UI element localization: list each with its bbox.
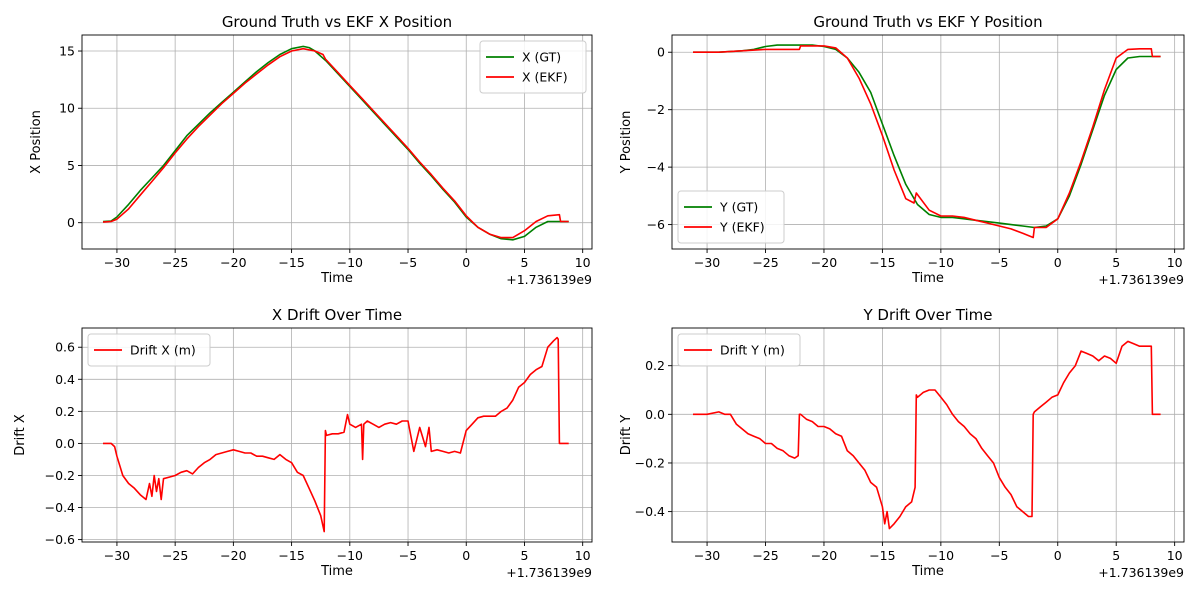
y-tick-label: 0.6 xyxy=(55,340,75,355)
x-tick-label: −25 xyxy=(752,255,778,270)
x-tick-label: 5 xyxy=(520,255,528,270)
series-line-1 xyxy=(693,44,1161,229)
chart-panel-3: −30 −25 −20 −15 −10 −5 0 5 10 −0.6 −0.4 −0.2 0.0 0.2 0… xyxy=(13,306,593,580)
series-line-2 xyxy=(693,45,1161,239)
y-axis-label: Drift X xyxy=(13,414,28,456)
x-tick-label: −25 xyxy=(162,548,188,563)
legend-label: Y (GT) xyxy=(719,200,758,215)
series-line-1 xyxy=(103,336,569,533)
x-tick-label: −15 xyxy=(278,548,304,563)
y-tick-label: 5 xyxy=(67,158,75,173)
x-tick-label: −30 xyxy=(104,548,130,563)
legend: X (GT) X (EKF) xyxy=(479,40,587,94)
y-tick-label: 0.4 xyxy=(55,372,75,387)
y-tick-label: −0.4 xyxy=(45,500,75,515)
x-offset-text: +1.736139e9 xyxy=(1098,565,1184,580)
x-tick-label: −10 xyxy=(928,255,954,270)
y-tick-label: 0.0 xyxy=(55,436,75,451)
legend-label: X (EKF) xyxy=(522,70,568,85)
chart-title: Y Drift Over Time xyxy=(862,306,992,324)
legend-box xyxy=(677,190,785,244)
axes-frame xyxy=(81,327,593,543)
y-tick-label: 0.2 xyxy=(55,404,75,419)
y-tick-label: −0.4 xyxy=(635,504,665,519)
y-tick-label: −0.2 xyxy=(45,468,75,483)
y-tick-label: −4 xyxy=(647,160,665,175)
chart-title: Ground Truth vs EKF Y Position xyxy=(813,13,1042,31)
y-tick-label: −0.6 xyxy=(45,532,75,547)
x-tick-label: −30 xyxy=(694,255,720,270)
chart-panel-1: −30 −25 −20 −15 −10 −5 0 5 10 0 5 10 15 Ground Truth … xyxy=(29,13,593,287)
x-tick-label: −5 xyxy=(990,255,1008,270)
x-axis-label: Time xyxy=(911,564,944,579)
axes-frame xyxy=(81,34,593,250)
y-tick-label: 15 xyxy=(59,44,75,59)
x-axis-label: Time xyxy=(320,271,353,286)
y-tick-label: 0.2 xyxy=(645,358,665,373)
x-tick-label: −30 xyxy=(104,255,130,270)
y-tick-label: −2 xyxy=(647,102,665,117)
y-tick-label: 0 xyxy=(67,215,75,230)
y-tick-label: −6 xyxy=(647,217,665,232)
legend: Drift Y (m) xyxy=(677,333,801,367)
legend: Drift X (m) xyxy=(87,333,211,367)
y-tick-label: −0.2 xyxy=(635,455,665,470)
chart-panel-4: −30 −25 −20 −15 −10 −5 0 5 10 −0.4 −0.2 0.0 0.2 Y Dri… xyxy=(619,306,1185,580)
y-tick-label: 0.0 xyxy=(645,407,665,422)
y-axis-label: Drift Y xyxy=(619,415,634,456)
x-tick-label: −25 xyxy=(162,255,188,270)
x-tick-label: −20 xyxy=(220,255,246,270)
x-tick-label: −15 xyxy=(869,255,895,270)
x-tick-label: 10 xyxy=(575,255,591,270)
x-tick-label: 0 xyxy=(1054,255,1062,270)
axes-frame xyxy=(671,327,1185,543)
x-offset-text: +1.736139e9 xyxy=(1098,272,1184,287)
x-tick-label: −25 xyxy=(752,548,778,563)
x-tick-label: 5 xyxy=(1112,255,1120,270)
series-line-1 xyxy=(693,340,1161,530)
x-offset-text: +1.736139e9 xyxy=(506,272,592,287)
x-tick-label: −5 xyxy=(990,548,1008,563)
x-tick-label: 10 xyxy=(1167,255,1183,270)
x-tick-label: −15 xyxy=(278,255,304,270)
chart-title: Ground Truth vs EKF X Position xyxy=(222,13,452,31)
y-tick-label: 10 xyxy=(59,101,75,116)
x-tick-label: 0 xyxy=(462,548,470,563)
legend-box xyxy=(87,333,211,367)
x-tick-label: −10 xyxy=(337,548,363,563)
y-tick-label: 0 xyxy=(657,45,665,60)
x-tick-label: −30 xyxy=(694,548,720,563)
x-tick-label: −10 xyxy=(928,548,954,563)
legend-label: Drift Y (m) xyxy=(720,343,785,358)
x-tick-label: −20 xyxy=(811,255,837,270)
x-tick-label: 5 xyxy=(520,548,528,563)
x-tick-label: −5 xyxy=(399,255,417,270)
chart-title: X Drift Over Time xyxy=(272,306,402,324)
legend-label: Y (EKF) xyxy=(719,220,765,235)
x-tick-label: 0 xyxy=(462,255,470,270)
y-axis-label: X Position xyxy=(29,110,44,174)
legend-label: X (GT) xyxy=(522,50,561,65)
x-offset-text: +1.736139e9 xyxy=(506,565,592,580)
x-tick-label: 10 xyxy=(1167,548,1183,563)
series-line-2 xyxy=(102,47,569,239)
legend: Y (GT) Y (EKF) xyxy=(677,190,785,244)
legend-label: Drift X (m) xyxy=(130,343,196,358)
x-tick-label: −10 xyxy=(337,255,363,270)
x-axis-label: Time xyxy=(320,564,353,579)
x-axis-label: Time xyxy=(911,271,944,286)
x-tick-label: 0 xyxy=(1054,548,1062,563)
legend-box xyxy=(479,40,587,94)
x-tick-label: −20 xyxy=(811,548,837,563)
x-tick-label: −15 xyxy=(869,548,895,563)
x-tick-label: 10 xyxy=(575,548,591,563)
x-tick-label: −5 xyxy=(399,548,417,563)
x-tick-label: −20 xyxy=(220,548,246,563)
x-tick-label: 5 xyxy=(1112,548,1120,563)
legend-box xyxy=(677,333,801,367)
axes-frame xyxy=(671,34,1185,250)
y-axis-label: Y Position xyxy=(619,111,634,175)
